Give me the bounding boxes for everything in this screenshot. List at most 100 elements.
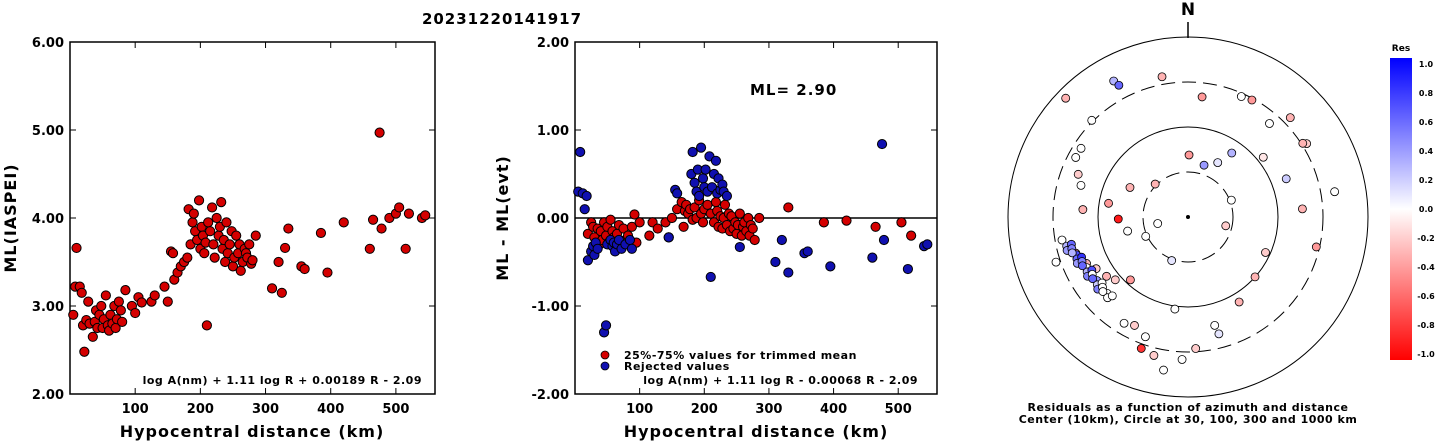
panel1-point [159,281,170,292]
epicenter-marker [1186,215,1190,219]
panel1-point [276,287,287,298]
polar-point [1076,180,1086,190]
colorbar: Res 1.0 0.8 0.6 0.4 0.2 0.0 -0.2 -0.4 -0.6 -0.8 -1… [1390,44,1435,360]
polar-point [1265,119,1274,128]
panel2-point [721,190,733,202]
colorbar-tick-label: -0.2 [1417,234,1435,243]
polar-point [1199,160,1209,170]
panel2-point [719,199,731,210]
panel1-point [96,300,107,312]
colorbar-tick-label: 0.8 [1419,89,1434,98]
panel2-point [841,215,852,226]
polar-point [1221,221,1231,231]
panel2-point [678,221,689,232]
panel1-point [205,226,216,237]
panel1-point [224,239,235,250]
panel1-point [283,223,294,234]
panel1-ytick-label: 2.00 [32,388,64,403]
panel2-xtick-label: 100 [626,402,653,417]
panel2-point [626,243,637,254]
panel1-point [315,227,327,239]
panel1-point [130,307,141,319]
panel1-point [273,256,284,268]
panel1-point [193,195,205,206]
polar-point [1051,257,1061,267]
polar-point [1281,174,1291,184]
panel2-point [783,267,794,278]
polar-point [1149,351,1159,360]
panel2-point [770,256,781,268]
panel1-point [149,290,160,301]
polar-point [1167,256,1177,265]
colorbar-tick-label: 0.2 [1419,176,1433,185]
colorbar-tick-label: -0.6 [1417,292,1435,301]
panel2-formula: log A(nm) + 1.11 log R - 0.00068 R - 2.0… [643,374,918,387]
legend-marker-trimmed [600,350,610,360]
polar-point [1298,204,1307,214]
panel2-ytick-label: -1.00 [532,300,569,315]
panel2-point [634,217,645,228]
polar-point [1071,153,1081,162]
panel2-xtick-label: 200 [691,402,718,417]
panel1-point [100,290,111,301]
panel1-xtick-label: 200 [187,402,214,417]
polar-point [1177,355,1187,364]
polar-point [1141,332,1150,342]
polar-point [1210,320,1220,330]
polar-point [1107,291,1117,301]
panel2-point [592,243,603,254]
panel2-ytick-label: 0.00 [537,212,569,227]
panel-ml-iaspei: ML(IASPEI) Hypocentral distance (km) log… [1,36,436,441]
panel2-point [802,246,813,257]
north-label: N [1181,0,1195,20]
panel2-point [666,212,678,224]
panel1-xtick-label: 400 [317,402,344,417]
panel1-point [199,248,210,259]
ring-300km [1052,81,1324,353]
panel1-point [235,265,246,276]
panel1-point [211,212,222,224]
panel2-point [818,217,829,228]
polar-point [1250,272,1260,282]
panel2-x-axis-label: Hypocentral distance (km) [624,422,889,441]
panel2-point [783,202,794,213]
panel2-point [870,221,881,232]
panel1-frame [69,41,436,395]
panel2-xtick-label: 500 [885,402,912,417]
polar-point [1113,214,1123,224]
panel2-point [747,223,758,234]
panel1-point [120,285,131,296]
panel2-point [581,190,592,202]
polar-point [1153,219,1163,228]
polar-point [1330,187,1340,197]
legend-label-rejected: Rejected values [624,360,730,373]
panel2-point [644,230,655,241]
panel1-point [187,217,198,228]
panel1-point [221,217,232,228]
panel2-point [876,138,888,150]
panel2-ml-label: ML= 2.90 [750,81,837,99]
polar-point [1214,329,1224,339]
polar-point [1057,235,1067,245]
panel1-point [216,197,227,208]
panel1-point [376,223,387,234]
polar-point [1125,183,1135,192]
panel2-point [600,320,612,331]
polar-point [1078,261,1087,271]
panel1-point [201,320,212,331]
panel2-point [906,230,917,241]
colorbar-tick-label: -0.8 [1417,321,1435,330]
panel1-point [136,297,147,308]
colorbar-tick-label: 0.6 [1419,118,1434,127]
polar-point [1261,248,1270,257]
panel1-point [76,287,87,298]
polar-point [1061,93,1071,103]
panel2-ytick-label: 2.00 [537,36,569,51]
polar-point [1141,231,1151,241]
panel2-point [749,234,760,246]
panel2-point [776,234,787,246]
colorbar-tick-label: -0.4 [1417,263,1435,272]
colorbar-tick-label: 1.0 [1419,60,1434,69]
panel1-point [117,316,128,327]
